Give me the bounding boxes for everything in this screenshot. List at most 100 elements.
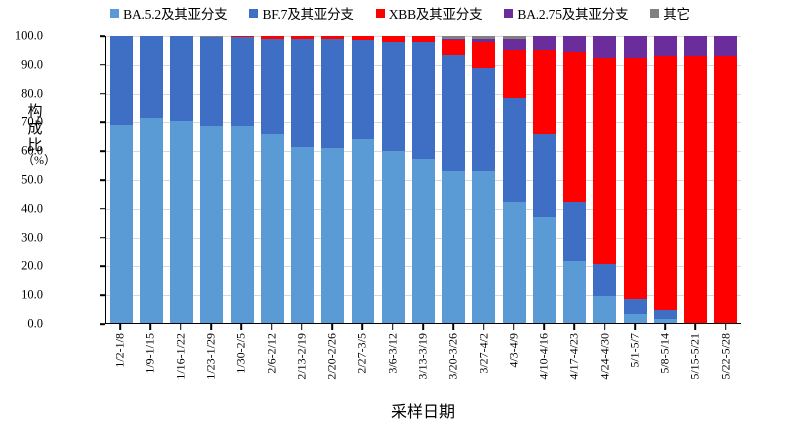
bar-segment[interactable] xyxy=(351,139,375,323)
bar-segment[interactable] xyxy=(230,37,254,127)
bar-column[interactable] xyxy=(136,36,166,323)
bar-segment[interactable] xyxy=(291,146,314,323)
bar-column[interactable] xyxy=(348,36,378,323)
bar-segment[interactable] xyxy=(563,36,587,52)
bar-segment[interactable] xyxy=(502,50,526,98)
bar-segment[interactable] xyxy=(381,150,405,323)
bar-column[interactable] xyxy=(106,36,136,323)
bar-segment[interactable] xyxy=(623,314,647,323)
bar-segment[interactable] xyxy=(472,38,496,42)
bar-segment[interactable] xyxy=(442,54,466,171)
bar-segment[interactable] xyxy=(321,36,345,39)
bar-column[interactable] xyxy=(318,36,348,323)
bar-column[interactable] xyxy=(529,36,559,323)
bar-segment[interactable] xyxy=(351,36,375,41)
x-tick-mark xyxy=(331,324,333,330)
bar-segment[interactable] xyxy=(563,202,587,262)
bar-segment[interactable] xyxy=(593,57,617,265)
bar-segment[interactable] xyxy=(321,38,345,148)
legend-item-3[interactable]: BA.2.75及其亚分支 xyxy=(504,3,628,23)
x-label-cell: 2/6-2/12 xyxy=(256,332,286,396)
bar-segment[interactable] xyxy=(502,202,526,323)
bar-segment[interactable] xyxy=(200,36,224,38)
legend-item-4[interactable]: 其它 xyxy=(650,3,690,23)
bar-segment[interactable] xyxy=(109,36,133,125)
bar-segment[interactable] xyxy=(291,38,314,147)
bar-segment[interactable] xyxy=(170,36,194,122)
bar-segment[interactable] xyxy=(411,36,435,42)
bar-segment[interactable] xyxy=(472,170,496,323)
bar-column[interactable] xyxy=(650,36,680,323)
bar-segment[interactable] xyxy=(563,51,587,203)
bar-column[interactable] xyxy=(378,36,408,323)
bar-segment[interactable] xyxy=(139,117,163,323)
bar-column[interactable] xyxy=(287,36,317,323)
bar-segment[interactable] xyxy=(230,126,254,323)
bar-segment[interactable] xyxy=(442,36,466,39)
bar-segment[interactable] xyxy=(411,159,435,323)
bar-segment[interactable] xyxy=(653,36,677,57)
bar-column[interactable] xyxy=(560,36,590,323)
bar-segment[interactable] xyxy=(532,36,556,51)
bar-segment[interactable] xyxy=(442,40,466,55)
bar-segment[interactable] xyxy=(593,36,617,58)
x-tick-mark xyxy=(634,324,636,330)
bar-segment[interactable] xyxy=(502,36,526,39)
bar-segment[interactable] xyxy=(291,36,314,39)
bar-segment[interactable] xyxy=(472,67,496,171)
bar-segment[interactable] xyxy=(260,36,284,39)
bar-column[interactable] xyxy=(257,36,287,323)
bar-segment[interactable] xyxy=(684,36,708,57)
bar-segment[interactable] xyxy=(260,38,284,134)
bar-column[interactable] xyxy=(499,36,529,323)
bar-segment[interactable] xyxy=(381,36,405,42)
bar-segment[interactable] xyxy=(532,133,556,217)
bar-column[interactable] xyxy=(469,36,499,323)
bar-column[interactable] xyxy=(227,36,257,323)
bar-segment[interactable] xyxy=(623,298,647,315)
bar-segment[interactable] xyxy=(200,37,224,126)
bar-segment[interactable] xyxy=(381,41,405,151)
bar-column[interactable] xyxy=(680,36,710,323)
bar-segment[interactable] xyxy=(532,216,556,323)
legend-item-0[interactable]: BA.5.2及其亚分支 xyxy=(110,3,228,23)
bar-segment[interactable] xyxy=(653,56,677,311)
bar-segment[interactable] xyxy=(321,147,345,323)
bar-segment[interactable] xyxy=(139,36,163,118)
bar-segment[interactable] xyxy=(593,295,617,323)
bar-column[interactable] xyxy=(711,36,741,323)
bar-segment[interactable] xyxy=(472,41,496,68)
bar-segment[interactable] xyxy=(109,124,133,323)
bar-column[interactable] xyxy=(439,36,469,323)
bar-segment[interactable] xyxy=(200,125,224,323)
bar-segment[interactable] xyxy=(442,38,466,41)
legend-item-1[interactable]: BF.7及其亚分支 xyxy=(249,3,354,23)
legend-item-2[interactable]: XBB及其亚分支 xyxy=(375,3,483,23)
bar-segment[interactable] xyxy=(351,40,375,140)
bar-column[interactable] xyxy=(166,36,196,323)
bar-column[interactable] xyxy=(197,36,227,323)
bar-segment[interactable] xyxy=(714,56,738,323)
bar-segment[interactable] xyxy=(714,36,738,57)
bar-segment[interactable] xyxy=(260,133,284,323)
bar-column[interactable] xyxy=(620,36,650,323)
bar-segment[interactable] xyxy=(684,56,708,323)
bar-segment[interactable] xyxy=(411,41,435,160)
bar-segment[interactable] xyxy=(623,36,647,58)
bar-segment[interactable] xyxy=(593,264,617,296)
bar-segment[interactable] xyxy=(442,170,466,323)
bar-segment[interactable] xyxy=(623,57,647,299)
bar-segment[interactable] xyxy=(653,318,677,323)
bar-segment[interactable] xyxy=(532,50,556,134)
bar-column[interactable] xyxy=(590,36,620,323)
x-tick xyxy=(620,324,650,334)
bar-segment[interactable] xyxy=(230,36,254,38)
bar-segment[interactable] xyxy=(502,97,526,203)
bar-segment[interactable] xyxy=(563,261,587,323)
bar-column[interactable] xyxy=(408,36,438,323)
bar-segment[interactable] xyxy=(472,36,496,39)
bar-stack xyxy=(321,36,345,323)
bar-segment[interactable] xyxy=(170,121,194,323)
bar-segment[interactable] xyxy=(653,310,677,319)
bar-segment[interactable] xyxy=(502,38,526,51)
